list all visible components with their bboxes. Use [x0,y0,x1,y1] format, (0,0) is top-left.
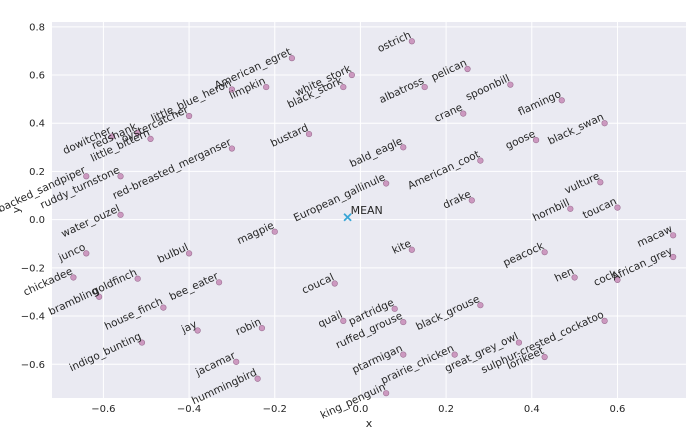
data-point [228,86,236,93]
data-point [477,302,484,309]
data-point [185,250,193,257]
data-point [601,317,608,324]
data-point [400,144,407,151]
data-point [391,305,398,312]
data-point [138,339,146,346]
data-point [464,65,471,73]
data-point [215,279,223,286]
data-point [400,318,407,326]
data-point [228,145,236,152]
data-point [670,253,677,261]
y-tick-label: −0.4 [21,312,45,323]
data-point [185,112,193,120]
data-point [147,135,154,142]
x-tick-label: −0.4 [177,404,201,415]
mean-marker [343,213,352,222]
data-point [258,325,266,332]
data-point [108,133,116,140]
data-point [670,232,677,239]
tick-labels: −0.6 −0.4 −0.2 0.0 0.2 0.4 0.6 −0.6 −0.4 −0.2 0.0 0… [21,22,626,415]
data-point [117,173,124,180]
x-tick-label: −0.6 [91,404,115,415]
mean-label: MEAN [351,204,383,217]
data-point [331,280,338,287]
y-tick-label: 0.6 [29,71,45,82]
data-point [271,228,278,235]
data-point [233,358,240,365]
data-point [507,81,514,88]
data-point [451,351,458,358]
data-point [117,211,124,218]
y-tick-label: 0.2 [29,167,45,178]
data-point [614,204,621,211]
data-point [288,55,295,62]
data-point [541,249,548,256]
data-point [340,83,347,91]
plot-area [52,22,686,398]
data-point [263,83,270,91]
data-point [194,327,201,334]
y-tick-label: −0.2 [21,263,45,274]
data-point [348,71,355,79]
data-point [515,339,523,346]
data-point [408,38,415,45]
data-point [400,351,407,358]
data-point [597,179,604,186]
y-tick-label: −0.6 [21,360,45,371]
data-point [408,246,415,253]
data-points [70,38,677,397]
data-point [460,110,467,117]
data-point [601,120,608,127]
y-tick-label: 0.0 [29,215,45,226]
data-point [96,293,103,300]
grid [52,22,686,398]
data-point [421,83,428,91]
x-tick-label: −0.2 [263,404,287,415]
data-point [340,317,347,324]
data-point [567,205,574,212]
y-tick-label: 0.4 [29,119,45,130]
data-point [541,353,548,361]
x-tick-label: 0.6 [610,404,626,415]
data-point [383,180,390,187]
mean-marker-group: MEAN [343,204,383,222]
data-point [558,97,565,104]
data-point [70,274,77,281]
x-tick-label: 0.2 [438,404,454,415]
x-axis-label: x [366,417,373,430]
x-tick-label: 0.4 [524,404,540,415]
data-point [468,197,475,204]
x-tick-label: 0.0 [352,404,368,415]
data-point [134,275,141,282]
data-point [477,157,484,164]
data-point [83,173,90,180]
data-point [254,375,261,382]
data-point [305,130,313,138]
data-point [83,250,90,257]
y-axis-label: y [10,206,23,213]
data-point [532,137,540,144]
data-point [614,276,621,283]
data-point [383,390,390,397]
y-tick-label: 0.8 [29,22,45,33]
data-point [134,129,141,136]
data-point [571,274,578,281]
data-point [160,304,167,311]
